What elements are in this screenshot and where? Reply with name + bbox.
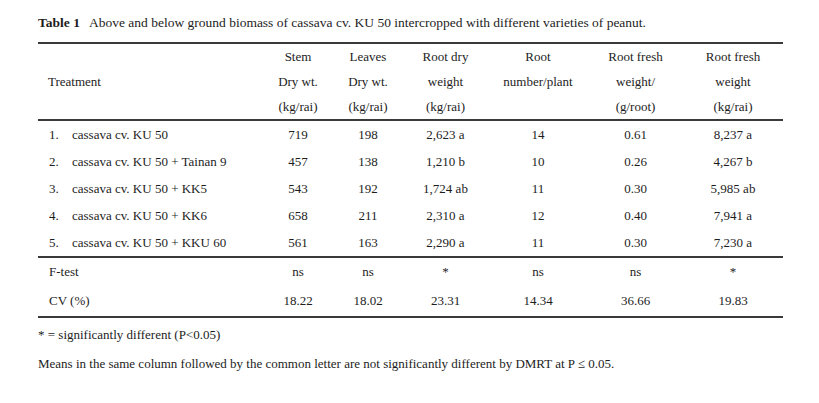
column-header-leaves-dry-wt: Leaves Dry wt. (kg/rai) [333,43,403,120]
column-header-stem-dry-wt: Stem Dry wt. (kg/rai) [263,43,333,120]
header-row: Treatment Stem Dry wt. (kg/rai) Leaves D… [38,43,783,120]
cell-root-fresh-per-root: 0.26 [588,148,683,175]
row-number: 5. [49,235,72,251]
cell-leaves-dry-wt: 211 [333,202,403,229]
cell-root-number: 10 [488,148,588,175]
table-caption: Table 1 Above and below ground biomass of… [38,13,783,33]
cell-treatment: 2.cassava cv. KU 50 + Tainan 9 [38,148,263,175]
cell-root-fresh-weight: 7,230 a [683,229,783,257]
ftest-value: * [403,257,488,286]
cell-leaves-dry-wt: 138 [333,148,403,175]
cell-leaves-dry-wt: 192 [333,175,403,202]
row-number: 3. [49,181,72,197]
cell-stem-dry-wt: 658 [263,202,333,229]
table-row: 1.cassava cv. KU 50 719 198 2,623 a 14 0… [38,120,783,148]
cv-value: 36.66 [588,286,683,317]
ftest-value: ns [588,257,683,286]
cell-root-dry-weight: 2,623 a [403,120,488,148]
document-page: Table 1 Above and below ground biomass of… [0,0,819,403]
row-number: 4. [49,208,72,224]
treatment-name: cassava cv. KU 50 + KK5 [72,181,207,196]
cv-value: 18.22 [263,286,333,317]
ftest-label: F-test [38,257,263,286]
cell-stem-dry-wt: 543 [263,175,333,202]
cv-value: 14.34 [488,286,588,317]
cell-root-dry-weight: 1,210 b [403,148,488,175]
cell-root-number: 12 [488,202,588,229]
cell-root-dry-weight: 1,724 ab [403,175,488,202]
table-caption-text: Above and below ground biomass of cassav… [89,15,646,30]
cell-root-fresh-weight: 5,985 ab [683,175,783,202]
table-row: 4.cassava cv. KU 50 + KK6 658 211 2,310 … [38,202,783,229]
table-row: 5.cassava cv. KU 50 + KKU 60 561 163 2,2… [38,229,783,257]
row-number: 1. [49,127,72,143]
ftest-value: ns [263,257,333,286]
treatment-name: cassava cv. KU 50 [72,127,168,142]
cv-row: CV (%) 18.22 18.02 23.31 14.34 36.66 19.… [38,286,783,317]
cell-root-fresh-per-root: 0.40 [588,202,683,229]
cell-root-dry-weight: 2,310 a [403,202,488,229]
cell-root-number: 11 [488,229,588,257]
table-row: 2.cassava cv. KU 50 + Tainan 9 457 138 1… [38,148,783,175]
biomass-table: Treatment Stem Dry wt. (kg/rai) Leaves D… [38,42,783,318]
cv-value: 19.83 [683,286,783,317]
ftest-value: * [683,257,783,286]
column-header-root-fresh-weight: Root fresh weight (kg/rai) [683,43,783,120]
column-header-root-dry-weight: Root dry weight (kg/rai) [403,43,488,120]
cv-value: 23.31 [403,286,488,317]
cv-label: CV (%) [38,286,263,317]
cell-root-fresh-weight: 8,237 a [683,120,783,148]
cv-value: 18.02 [333,286,403,317]
ftest-row: F-test ns ns * ns ns * [38,257,783,286]
cell-stem-dry-wt: 457 [263,148,333,175]
row-number: 2. [49,154,72,170]
treatment-name: cassava cv. KU 50 + Tainan 9 [72,154,226,169]
cell-treatment: 4.cassava cv. KU 50 + KK6 [38,202,263,229]
cell-root-number: 14 [488,120,588,148]
ftest-value: ns [333,257,403,286]
cell-stem-dry-wt: 561 [263,229,333,257]
column-header-treatment: Treatment [38,43,263,120]
table-row: 3.cassava cv. KU 50 + KK5 543 192 1,724 … [38,175,783,202]
footnote-significance: * = significantly different (P<0.05) [38,327,783,343]
cell-stem-dry-wt: 719 [263,120,333,148]
table-footnotes: * = significantly different (P<0.05) Mea… [38,327,783,372]
treatment-name: cassava cv. KU 50 + KK6 [72,208,207,223]
cell-root-fresh-per-root: 0.30 [588,175,683,202]
cell-root-fresh-weight: 4,267 b [683,148,783,175]
treatment-name: cassava cv. KU 50 + KKU 60 [72,235,226,250]
column-header-root-fresh-per-root: Root fresh weight/ (g/root) [588,43,683,120]
cell-treatment: 1.cassava cv. KU 50 [38,120,263,148]
table-number: Table 1 [38,15,80,30]
cell-treatment: 5.cassava cv. KU 50 + KKU 60 [38,229,263,257]
cell-leaves-dry-wt: 198 [333,120,403,148]
cell-leaves-dry-wt: 163 [333,229,403,257]
cell-root-dry-weight: 2,290 a [403,229,488,257]
cell-root-fresh-per-root: 0.30 [588,229,683,257]
cell-treatment: 3.cassava cv. KU 50 + KK5 [38,175,263,202]
ftest-value: ns [488,257,588,286]
cell-root-fresh-per-root: 0.61 [588,120,683,148]
footnote-dmrt: Means in the same column followed by the… [38,356,783,372]
cell-root-fresh-weight: 7,941 a [683,202,783,229]
column-header-root-number: Root number/plant [488,43,588,120]
cell-root-number: 11 [488,175,588,202]
